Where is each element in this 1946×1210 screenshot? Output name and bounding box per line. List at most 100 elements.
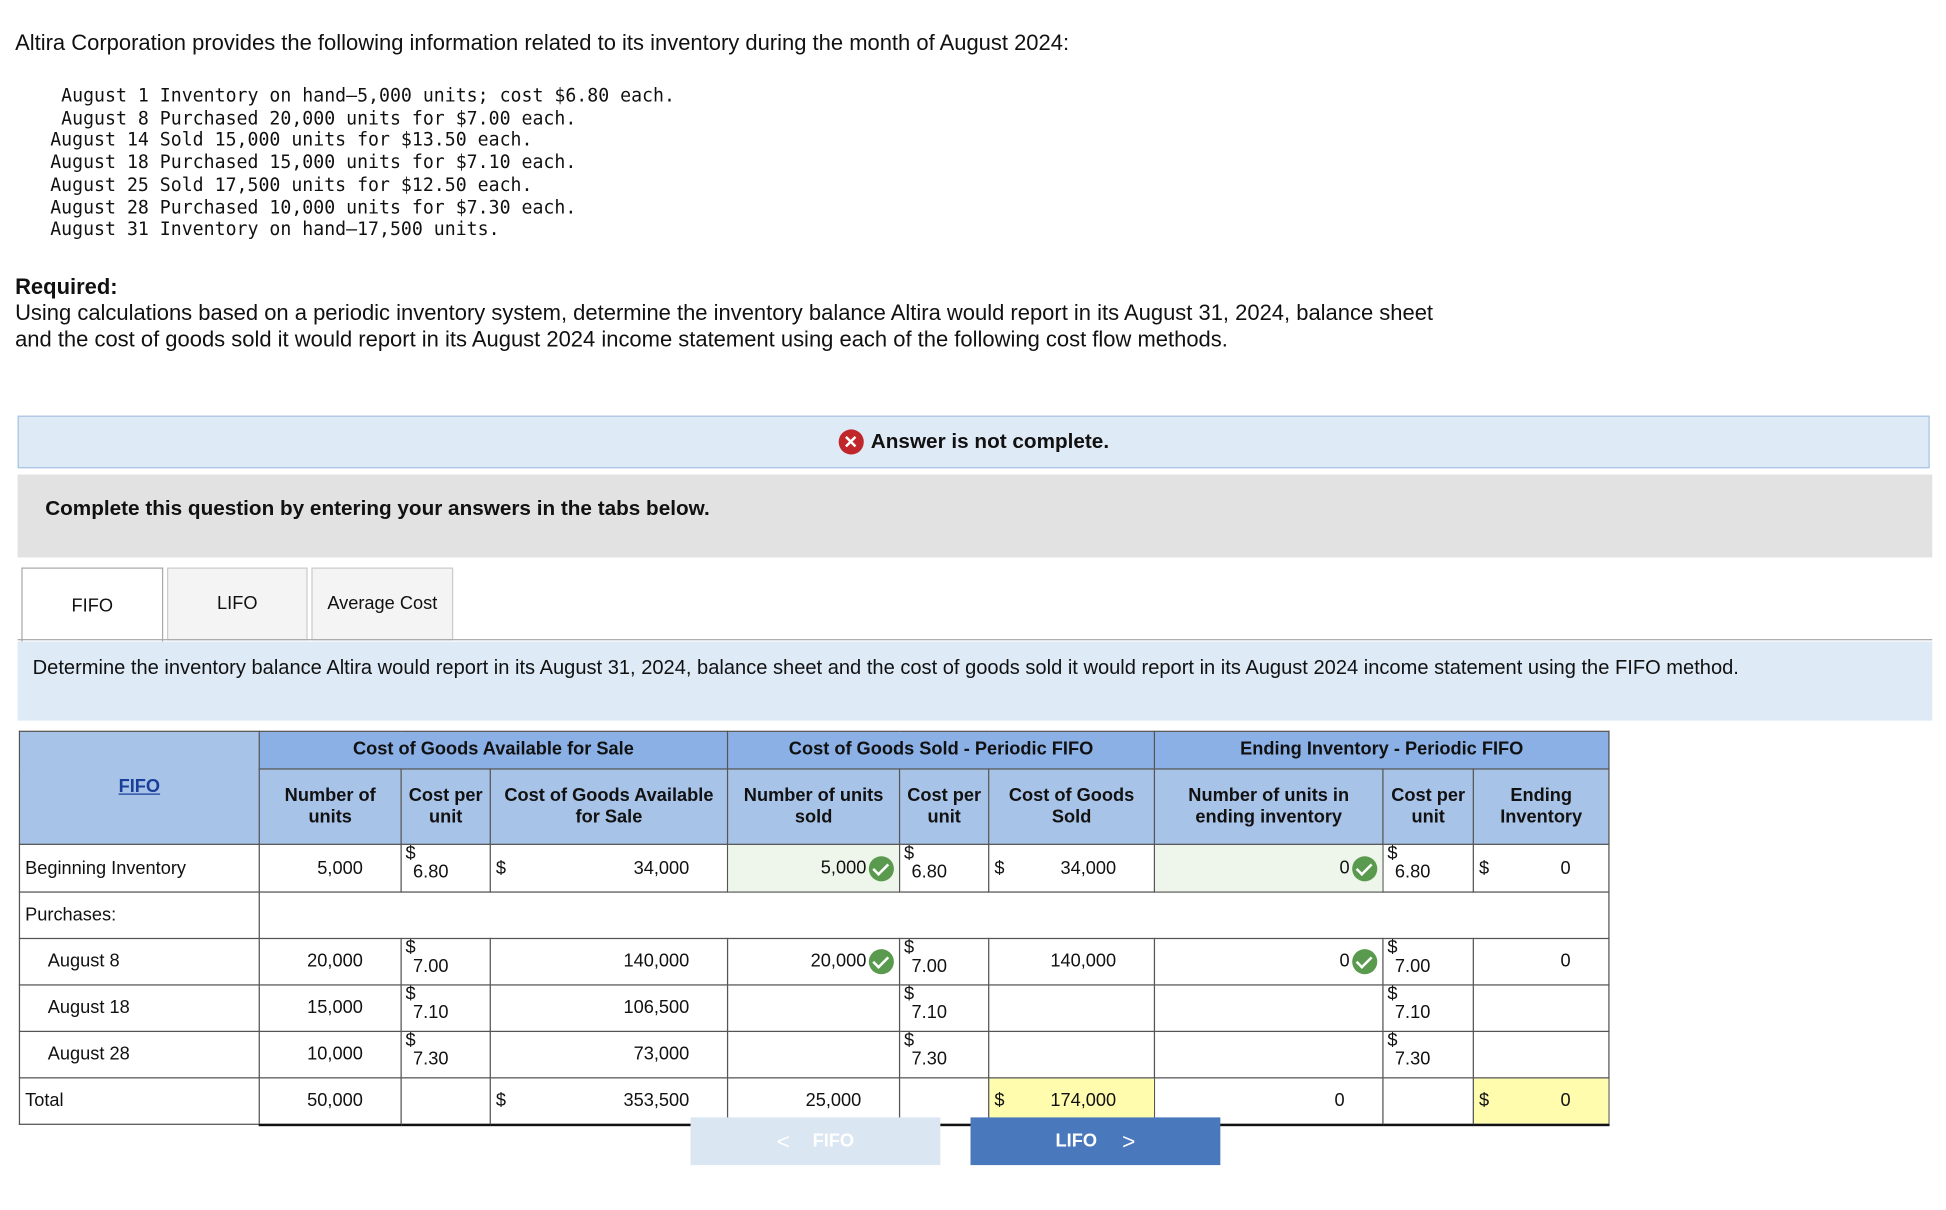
transaction-date: August 14 [50, 131, 149, 152]
cell-value: 7.00 [1394, 956, 1431, 977]
cell-value: 0 [1560, 951, 1571, 972]
transaction-date: August 28 [50, 197, 149, 218]
transaction-text: Inventory on hand—5,000 units; cost $6.8… [159, 86, 675, 107]
cell: 140,000 [489, 937, 729, 986]
table-row: August 28 10,000 $7.30 73,000 $7.30 $7.30 [18, 1030, 1610, 1079]
transaction: August 28 Purchased 10,000 units for $7.3… [50, 198, 675, 220]
cell-value: 7.00 [911, 956, 947, 977]
check-icon [868, 949, 894, 975]
cell-value: 0 [1339, 857, 1350, 879]
group-header: Cost of Goods Available for Sale [258, 730, 729, 770]
transaction-date: August 31 [50, 219, 149, 241]
column-header: Number of units in ending inventory [1153, 768, 1384, 845]
cell-value: 20,000 [810, 951, 867, 972]
cell: $353,500 [489, 1077, 729, 1126]
intro: Altira Corporation provides the followin… [15, 30, 1070, 56]
cell: $7.00 [400, 937, 491, 986]
cell: $7.30 [400, 1030, 491, 1079]
cell: 15,000 [258, 984, 402, 1033]
cell [726, 1030, 901, 1079]
cell-value: 6.80 [413, 862, 449, 883]
cell: $0 [1472, 843, 1610, 893]
cell-value: 6.80 [1394, 862, 1431, 883]
currency-sign: $ [994, 1090, 1005, 1111]
cell-value: 0 [1560, 1090, 1571, 1111]
cell [258, 891, 1610, 940]
cell [400, 1077, 491, 1126]
transaction-date: August 8 [61, 108, 149, 129]
currency-sign: $ [1387, 1030, 1398, 1051]
cell: $34,000 [988, 843, 1156, 893]
instruction: Complete this question by entering your … [17, 474, 1933, 558]
transaction: August 25 Sold 17,500 units for $12.50 ea… [50, 176, 675, 198]
prev-button[interactable]: < FIFO [690, 1117, 941, 1166]
cell-value: 174,000 [1050, 1090, 1117, 1111]
transaction-text: Inventory on hand—17,500 units. [159, 219, 500, 241]
cell-value: 6.80 [911, 862, 947, 883]
cell [1382, 1077, 1474, 1126]
next-button[interactable]: LIFO > [970, 1117, 1221, 1166]
cell-value: 106,500 [623, 998, 690, 1019]
cell: $0 [1472, 1077, 1610, 1126]
tab[interactable]: Average Cost [311, 567, 454, 641]
cell: 5,000 [726, 843, 901, 893]
chevron: > [1122, 1128, 1136, 1154]
cell: 50,000 [258, 1077, 402, 1126]
cell [988, 1030, 1156, 1079]
transaction-text: Purchased 20,000 units for $7.00 each. [159, 108, 577, 129]
row-label: Purchases: [18, 891, 260, 940]
cell-value: 7.10 [1394, 1003, 1431, 1024]
cell [1153, 984, 1384, 1033]
tab-divider [17, 639, 1933, 641]
cell: 20,000 [258, 937, 402, 986]
cell: $7.30 [1382, 1030, 1474, 1079]
header-row: FIFO Cost of Goods Available for Sale Cost… [18, 730, 1610, 845]
required: Required: Using calculations based on a … [15, 274, 1434, 353]
cell-value: 25,000 [805, 1090, 862, 1111]
check-icon [868, 855, 894, 881]
corner-link[interactable]: FIFO [18, 730, 260, 845]
currency-sign: $ [1479, 1090, 1490, 1111]
currency-sign: $ [903, 937, 915, 958]
cell: 5,000 [258, 843, 402, 893]
cell-value: 7.30 [413, 1049, 449, 1070]
currency-sign: $ [903, 1030, 915, 1051]
cell-value: 5,000 [317, 858, 363, 879]
transactions: August 1 Inventory on hand—5,000 units; c… [50, 87, 675, 243]
tab[interactable]: LIFO [166, 567, 308, 641]
group-header: Ending Inventory - Periodic FIFO [1153, 730, 1610, 770]
tab-description: Determine the inventory balance Altira w… [17, 641, 1933, 721]
cell: $7.10 [1382, 984, 1474, 1033]
currency-sign: $ [405, 843, 416, 864]
cell-value: 5,000 [820, 857, 867, 879]
currency-sign: $ [495, 858, 507, 879]
currency-sign: $ [903, 984, 915, 1005]
table-row: August 18 15,000 $7.10 106,500 $7.10 $7.10 [18, 984, 1610, 1033]
row-label: August 28 [18, 1030, 260, 1079]
column-header: Cost of Goods Sold [988, 768, 1156, 845]
column-header: Ending Inventory [1472, 768, 1610, 845]
cell [726, 984, 901, 1033]
cell: $6.80 [1382, 843, 1474, 893]
transaction-text: Purchased 15,000 units for $7.10 each. [159, 153, 577, 174]
required-text: Using calculations based on a periodic i… [15, 300, 1434, 352]
cell: $174,000 [988, 1077, 1156, 1126]
column-header: Cost per unit [898, 768, 990, 845]
cell [1472, 984, 1610, 1033]
group-header: Cost of Goods Sold - Periodic FIFO [726, 730, 1156, 770]
cell-value: 20,000 [307, 951, 363, 972]
transaction-date: August 25 [50, 175, 149, 196]
cell: 10,000 [258, 1030, 402, 1079]
transaction-text: Sold 17,500 units for $12.50 each. [159, 175, 533, 196]
cell: 73,000 [489, 1030, 729, 1079]
cell-value: 353,500 [623, 1090, 690, 1111]
cell [1472, 1030, 1610, 1079]
tab[interactable]: FIFO [21, 567, 164, 643]
cell-value: 15,000 [307, 998, 363, 1019]
cell-value: 0 [1334, 1090, 1345, 1111]
required-heading: Required: [15, 273, 118, 299]
currency-sign: $ [405, 1030, 416, 1051]
cell: 0 [1472, 937, 1610, 986]
cell: $7.10 [898, 984, 990, 1033]
